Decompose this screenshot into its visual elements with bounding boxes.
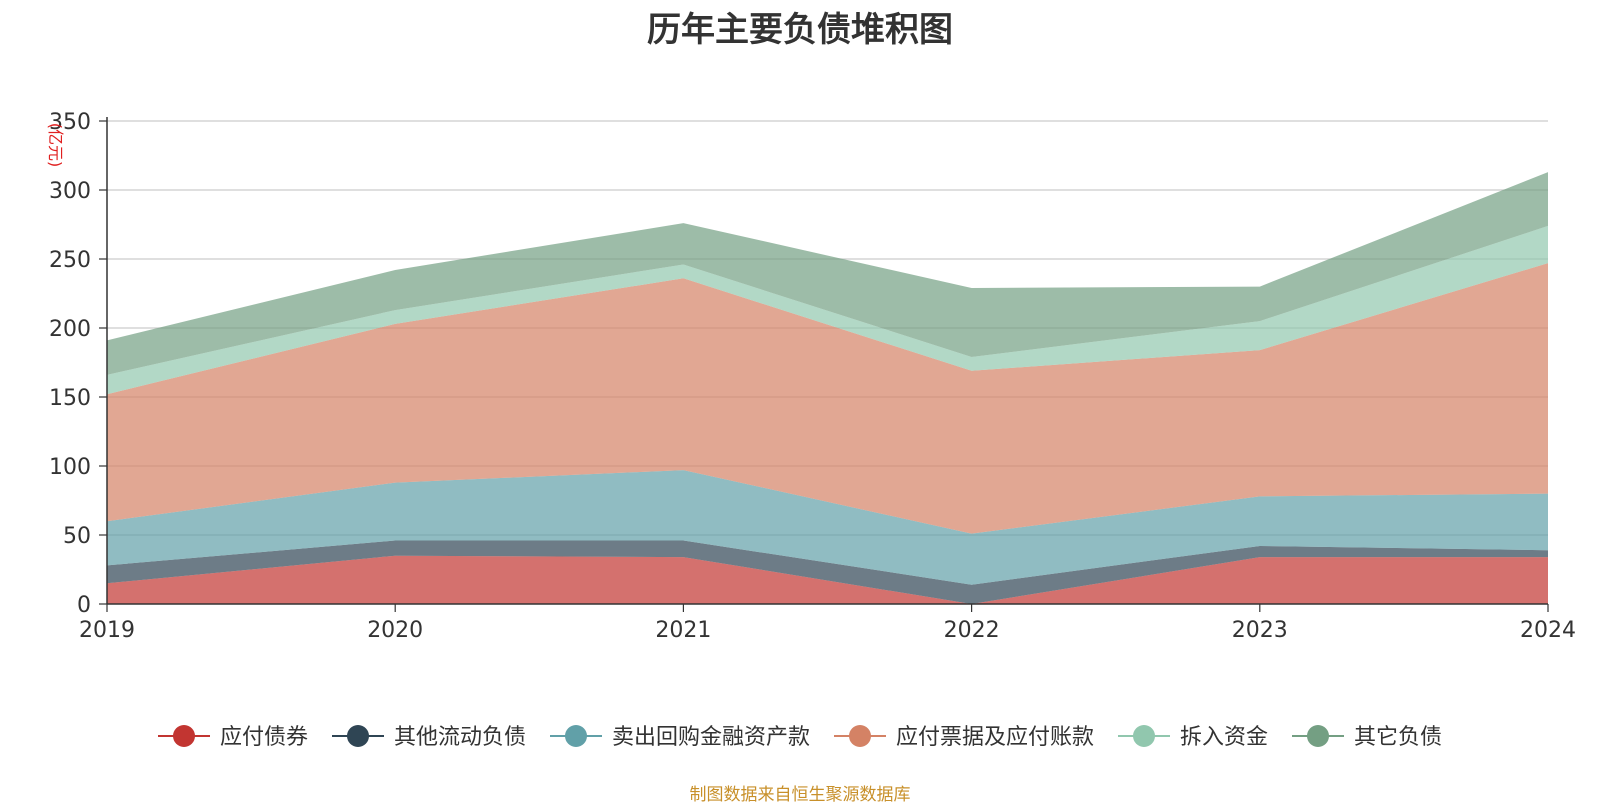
y-tick-label: 300 (49, 179, 91, 204)
x-tick-label: 2024 (1520, 618, 1576, 643)
legend-swatch-dot (173, 725, 195, 747)
legend-label: 应付债券 (220, 725, 308, 750)
area-series (107, 172, 1548, 604)
area-其它负债[interactable] (107, 172, 1548, 375)
legend-item[interactable]: 拆入资金 (1118, 725, 1268, 750)
legend-label: 其它负债 (1354, 725, 1442, 750)
y-tick-label: 200 (49, 317, 91, 342)
area-卖出回购金融资产款[interactable] (107, 470, 1548, 585)
x-tick-label: 2021 (655, 618, 711, 643)
legend-item[interactable]: 应付债券 (158, 725, 308, 750)
legend-swatch-dot (1133, 725, 1155, 747)
legend-swatch-dot (347, 725, 369, 747)
legend-label: 拆入资金 (1180, 725, 1268, 750)
area-其他流动负债[interactable] (107, 540, 1548, 605)
x-tick-label: 2020 (367, 618, 423, 643)
y-axis-label: (亿元) (46, 123, 65, 168)
legend-item[interactable]: 其他流动负债 (332, 725, 526, 750)
area-应付债券[interactable] (107, 555, 1548, 604)
y-tick-label: 0 (77, 593, 91, 618)
x-tick-label: 2019 (79, 618, 135, 643)
legend-label: 应付票据及应付账款 (896, 725, 1094, 750)
legend: 应付债券 其他流动负债 卖出回购金融资产款 应付票据及应付账款 拆入资金 其它负债 (158, 725, 1442, 750)
area-应付票据及应付账款[interactable] (107, 263, 1548, 534)
y-tick-label: 250 (49, 248, 91, 273)
y-tick-label: 100 (49, 455, 91, 480)
legend-item[interactable]: 其它负债 (1292, 725, 1442, 750)
legend-item[interactable]: 卖出回购金融资产款 (550, 725, 810, 750)
x-tick-label: 2023 (1232, 618, 1288, 643)
y-tick-label: 150 (49, 386, 91, 411)
x-tick-label: 2022 (944, 618, 1000, 643)
legend-swatch-dot (1307, 725, 1329, 747)
y-tick-label: 50 (63, 524, 91, 549)
legend-item[interactable]: 应付票据及应付账款 (834, 725, 1094, 750)
legend-swatch-dot (849, 725, 871, 747)
y-tick-label: 350 (49, 110, 91, 135)
legend-label: 卖出回购金融资产款 (612, 725, 810, 750)
data-source-note: 制图数据来自恒生聚源数据库 (689, 785, 911, 805)
legend-label: 其他流动负债 (394, 725, 526, 750)
chart-title: 历年主要负债堆积图 (647, 10, 953, 50)
axes: 0 50 100 150 200 250 300 350 2019 2020 2021 2022 202… (49, 110, 1576, 643)
area-拆入资金[interactable] (107, 225, 1548, 395)
legend-swatch-dot (565, 725, 587, 747)
